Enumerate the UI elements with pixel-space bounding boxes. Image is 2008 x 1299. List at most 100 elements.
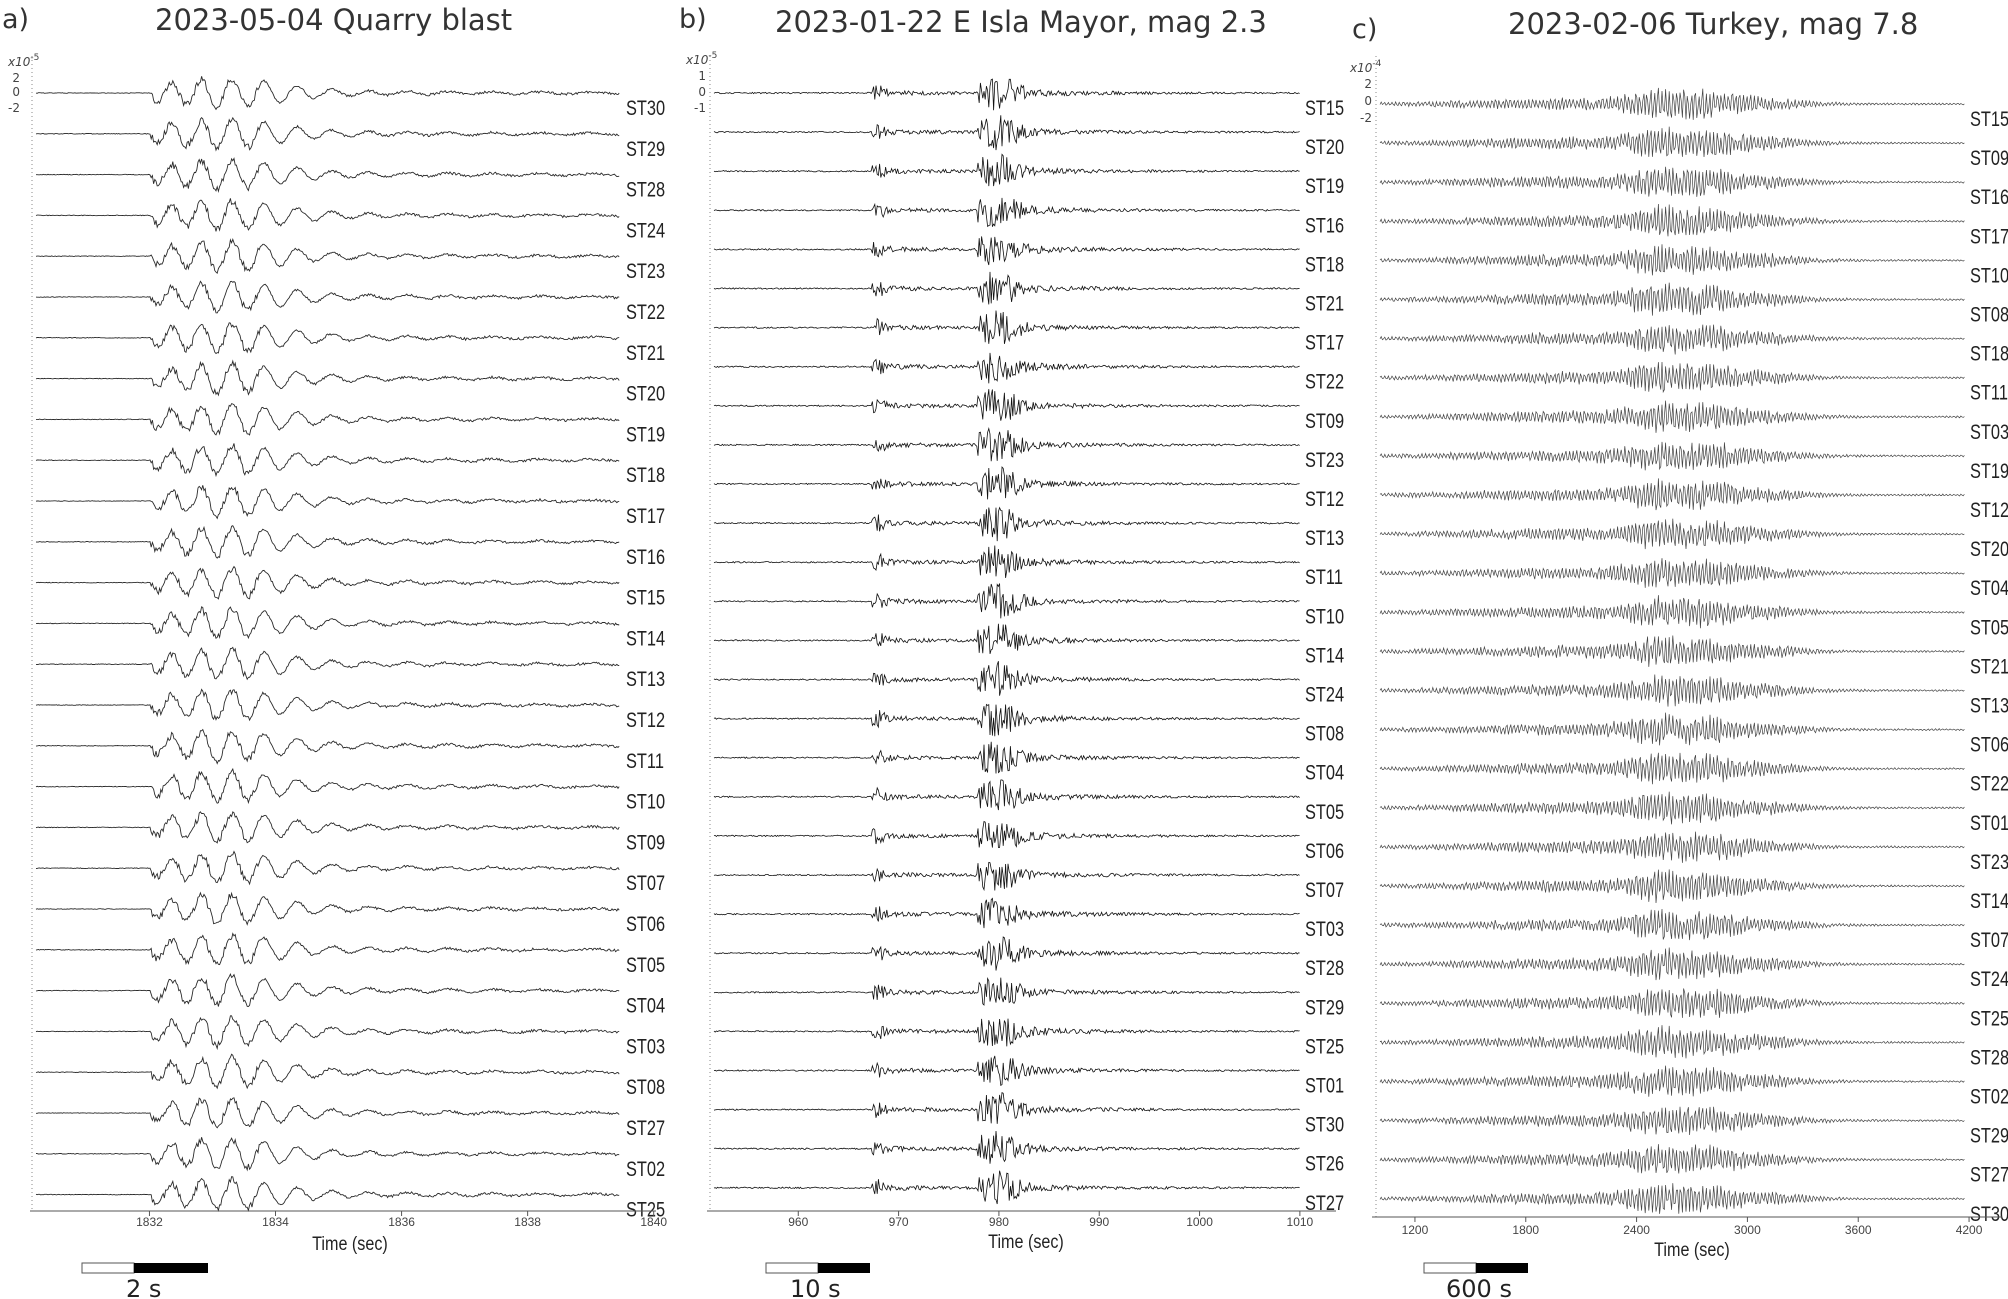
station-label-st01: ST01 <box>1305 1074 1344 1097</box>
panel-a-scale-bar: 2 s <box>81 1262 208 1299</box>
station-label-st05: ST05 <box>1970 615 2008 638</box>
station-label-st25: ST25 <box>626 1198 665 1221</box>
trace-st03 <box>1379 400 1965 433</box>
station-label-st06: ST06 <box>1305 839 1344 862</box>
panel-a-y-exponent: x10-5 <box>7 53 39 69</box>
panel-b-xlabel: Time (sec) <box>988 1231 1064 1253</box>
trace-st01 <box>1379 791 1965 825</box>
trace-st03 <box>713 897 1300 929</box>
trace-st09 <box>1379 126 1965 158</box>
trace-st02 <box>35 1137 620 1172</box>
station-label-st16: ST16 <box>1305 213 1344 236</box>
trace-st19 <box>713 153 1300 187</box>
trace-st22 <box>35 280 620 314</box>
station-label-st04: ST04 <box>626 994 665 1017</box>
panel-b-ytick-bot: -1 <box>694 101 706 115</box>
station-label-st18: ST18 <box>1305 252 1344 275</box>
station-label-st10: ST10 <box>1970 263 2008 286</box>
panel-a-ytick-top: 2 <box>12 71 20 85</box>
trace-st22 <box>713 352 1300 384</box>
x-tick-label: 990 <box>1089 1215 1109 1229</box>
trace-st05 <box>713 779 1300 811</box>
trace-st20 <box>713 115 1300 151</box>
trace-st15 <box>713 78 1300 111</box>
station-label-st30: ST30 <box>1970 1202 2008 1225</box>
station-label-st12: ST12 <box>626 708 665 731</box>
x-tick-label: 980 <box>989 1215 1009 1229</box>
trace-st22 <box>1379 752 1965 785</box>
station-label-st27: ST27 <box>1305 1191 1344 1214</box>
trace-st20 <box>35 359 620 397</box>
trace-st08 <box>35 1053 620 1090</box>
panel-b-traces: ST15 ST20 ST19 ST16 ST18 ST21 ST17 ST22 ST09 ST23… <box>709 56 1344 1214</box>
panel-a-xlabel: Time (sec) <box>312 1233 388 1255</box>
station-label-st11: ST11 <box>1970 381 2008 404</box>
x-tick-label: 1840 <box>640 1215 667 1229</box>
trace-st14 <box>1379 869 1965 904</box>
station-label-st17: ST17 <box>626 504 665 527</box>
panel-c-ytick-bot: -2 <box>1360 111 1372 125</box>
station-label-st28: ST28 <box>626 178 665 201</box>
station-label-st30: ST30 <box>626 96 665 119</box>
station-label-st22: ST22 <box>626 300 665 323</box>
station-label-st19: ST19 <box>1305 174 1344 197</box>
trace-st24 <box>1379 947 1965 981</box>
trace-st12 <box>1379 478 1965 511</box>
trace-st07 <box>35 850 620 886</box>
panel-c: c) 2023-02-06 Turkey, mag 7.8 x10-4 2 0 … <box>1349 7 2008 1299</box>
station-label-st24: ST24 <box>626 218 665 241</box>
station-label-st20: ST20 <box>1305 135 1344 158</box>
station-label-st15: ST15 <box>1970 107 2008 130</box>
trace-st05 <box>1379 595 1965 629</box>
panel-b-scale-bar: 10 s <box>765 1262 870 1299</box>
trace-st08 <box>1379 282 1965 316</box>
station-label-st05: ST05 <box>1305 800 1344 823</box>
station-label-st19: ST19 <box>1970 459 2008 482</box>
station-label-st28: ST28 <box>1970 1045 2008 1068</box>
station-label-st16: ST16 <box>1970 185 2008 208</box>
trace-st18 <box>1379 324 1965 355</box>
trace-st13 <box>1379 674 1965 707</box>
station-label-st18: ST18 <box>1970 342 2008 365</box>
x-tick-label: 1836 <box>388 1215 415 1229</box>
trace-st08 <box>713 703 1300 737</box>
panel-a-scale-label: 2 s <box>126 1275 161 1299</box>
station-label-st25: ST25 <box>1305 1034 1344 1057</box>
panel-b-ytick-top: 1 <box>698 69 706 83</box>
station-label-st30: ST30 <box>1305 1113 1344 1136</box>
station-label-st05: ST05 <box>626 953 665 976</box>
trace-st29 <box>713 977 1300 1006</box>
trace-st02 <box>1379 1065 1965 1097</box>
trace-st20 <box>1379 518 1965 550</box>
station-label-st22: ST22 <box>1305 370 1344 393</box>
panel-b-x-axis: 960 970 980 990 1000 1010 <box>707 1210 1336 1229</box>
trace-st15 <box>35 565 620 600</box>
station-label-st21: ST21 <box>1970 654 2008 677</box>
station-label-st23: ST23 <box>1305 448 1344 471</box>
station-label-st16: ST16 <box>626 545 665 568</box>
panel-b-ytick-mid: 0 <box>698 85 706 99</box>
trace-st21 <box>1379 635 1965 667</box>
trace-st26 <box>713 1130 1300 1164</box>
station-label-st29: ST29 <box>1305 995 1344 1018</box>
x-tick-label: 1200 <box>1402 1223 1429 1237</box>
station-label-st03: ST03 <box>1970 420 2008 443</box>
trace-st28 <box>36 157 620 193</box>
panel-b-title: 2023-01-22 E Isla Mayor, mag 2.3 <box>775 5 1267 39</box>
panel-c-scale-label: 600 s <box>1446 1275 1512 1299</box>
panel-c-title: 2023-02-06 Turkey, mag 7.8 <box>1508 7 1918 41</box>
trace-st18 <box>713 236 1300 266</box>
trace-st04 <box>35 973 620 1007</box>
station-label-st09: ST09 <box>1970 146 2008 169</box>
trace-st19 <box>1379 441 1965 471</box>
station-label-st04: ST04 <box>1305 761 1344 784</box>
station-label-st29: ST29 <box>626 137 665 160</box>
panel-c-ytick-mid: 0 <box>1364 94 1372 108</box>
station-label-st10: ST10 <box>1305 604 1344 627</box>
x-tick-label: 4200 <box>1956 1223 1983 1237</box>
panel-a-title: 2023-05-04 Quarry blast <box>155 3 512 37</box>
station-label-st22: ST22 <box>1970 772 2008 795</box>
trace-st10 <box>1379 244 1965 276</box>
trace-st23 <box>35 238 620 275</box>
